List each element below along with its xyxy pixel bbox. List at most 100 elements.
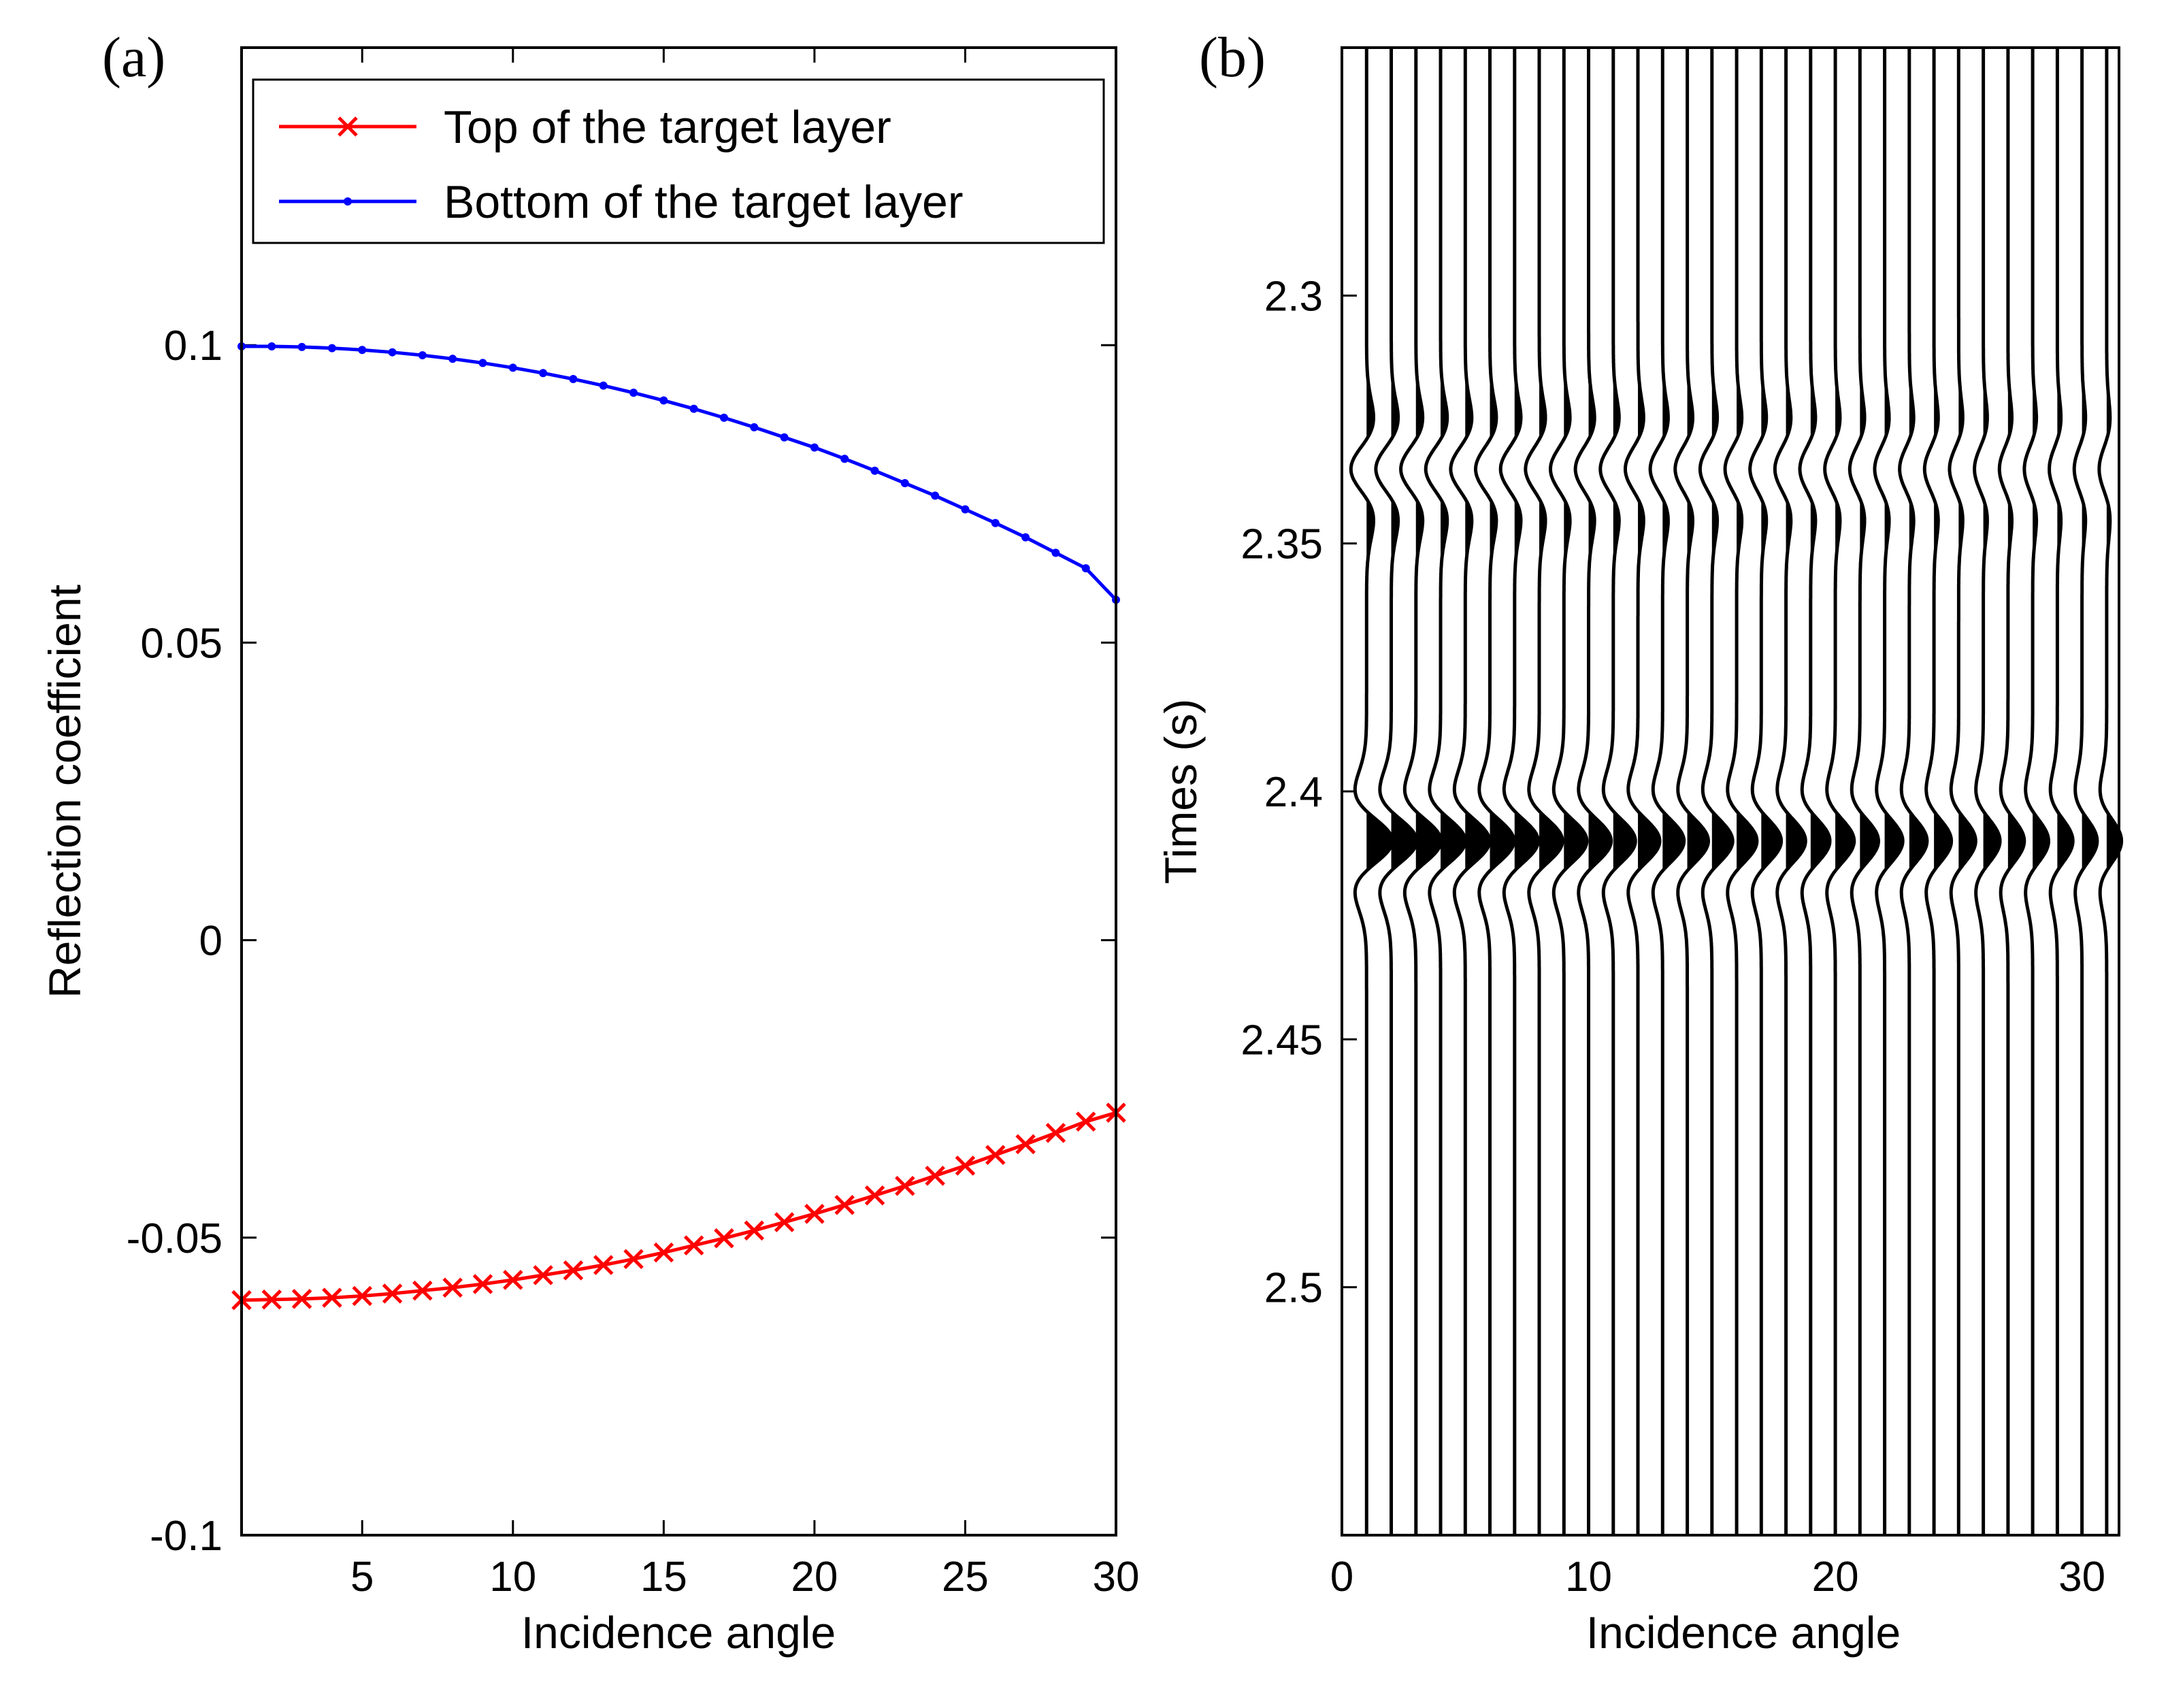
panel-b-ytick-label: 2.3 [1264,273,1323,320]
data-point-x [653,1242,674,1263]
data-point-x [714,1228,734,1249]
data-point-dot [810,443,819,452]
data-point-x [593,1255,614,1275]
trace-line [2072,48,2099,1535]
trace-fill [1391,365,1417,871]
data-point-dot [1021,533,1030,542]
panel-b: (b) 0 10 20 30 2.3 2.35 2.4 2.45 2.5 Incidence a… [1155,26,2124,1658]
data-point-x [834,1194,855,1215]
trace-fill [2082,372,2097,871]
trace-line [1349,48,1394,1535]
trace-fill [1860,369,1879,871]
trace-fill [2007,370,2024,871]
trace-fill [1366,365,1393,871]
trace-fill [1835,369,1854,871]
panel-a-ticks: 5 10 15 20 25 30 -0.1 -0.05 0 0.05 0.1 [127,48,1139,1600]
trace-line [1524,48,1564,1535]
trace-line [1624,48,1662,1535]
data-point-x [864,1185,885,1206]
panel-a-xtick-label: 20 [791,1554,838,1600]
data-point-dot [1051,548,1060,557]
data-point-dot [659,396,668,405]
data-point-x [533,1265,553,1285]
series-bottom [237,342,1120,604]
legend-box [252,78,1105,244]
trace-fill [1934,370,1952,871]
panel-a-label: (a) [102,26,165,89]
data-point-x [322,1287,342,1308]
trace-line [1399,48,1443,1535]
trace [1773,48,1807,1535]
series-top [231,1102,1126,1311]
trace [1973,48,2002,1535]
trace-fill [2057,372,2073,871]
panel-a-ytick-label: 0 [199,918,223,965]
data-point-dot [900,479,909,488]
series-line [241,1111,1117,1302]
data-point-x [683,1235,704,1255]
trace [2048,48,2075,1535]
trace-line [2022,48,2051,1535]
trace-line [1823,48,1856,1535]
legend-label-top: Top of the target layer [444,101,891,153]
panel-b-xtick-label: 10 [1565,1554,1612,1600]
trace-fill [2033,372,2049,871]
trace [1349,48,1394,1535]
trace [1948,48,1977,1535]
panel-b-label: (b) [1199,26,1266,89]
trace-line [2097,48,2124,1535]
trace-line [1648,48,1686,1535]
panel-b-ylabel: Times (s) [1155,699,1206,885]
trace-line [2048,48,2075,1535]
trace-line [1424,48,1467,1535]
panel-b-traces [1349,48,2124,1535]
trace-line [1374,48,1419,1535]
trace-line [1723,48,1759,1535]
data-point-x [955,1155,976,1176]
panel-a-xtick-label: 15 [640,1554,687,1600]
data-point-x [804,1204,825,1224]
data-point-dot [388,348,397,357]
trace [1473,48,1516,1535]
trace [1648,48,1686,1535]
trace-fill [1786,367,1806,871]
panel-b-ytick-label: 2.5 [1264,1265,1323,1312]
data-point-dot [689,404,698,413]
panel-b-xlabel: Incidence angle [1586,1607,1901,1658]
trace-line [1549,48,1589,1535]
trace-fill [1564,366,1587,871]
trace-fill [1711,367,1733,871]
panel-a-xlabel: Incidence angle [521,1607,836,1658]
trace-fill [2106,372,2122,871]
panel-b-ytick-label: 2.35 [1241,521,1323,568]
data-point-dot [961,505,970,514]
trace-line [1922,48,1954,1535]
trace [1399,48,1443,1535]
panel-b-frame [1341,46,2120,1537]
data-point-dot [539,369,548,378]
panel-a: (a) 5 10 15 20 25 30 -0.1 -0.05 0 0.05 0.1 Inciden… [39,26,1139,1658]
panel-a-ytick-label: 0.1 [164,323,223,369]
data-point-x [1015,1134,1036,1155]
data-point-dot [327,344,336,352]
panel-a-series [231,342,1126,1311]
trace-line [1573,48,1613,1535]
data-point-x [503,1270,523,1290]
data-point-x [442,1277,463,1298]
trace [2072,48,2099,1535]
trace [1498,48,1541,1535]
panel-b-xtick-label: 0 [1330,1554,1353,1600]
data-point-dot [931,491,940,500]
data-point-dot [991,519,1000,527]
legend: Top of the target layer Bottom of the ta… [252,78,1105,244]
data-point-dot [418,351,427,360]
trace [1748,48,1784,1535]
trace-line [1898,48,1929,1535]
data-point-dot [478,359,487,367]
trace-line [1748,48,1784,1535]
trace [1549,48,1589,1535]
data-point-x [382,1283,403,1304]
trace-fill [1958,370,1976,871]
panel-a-ytick-label: -0.1 [150,1513,223,1560]
